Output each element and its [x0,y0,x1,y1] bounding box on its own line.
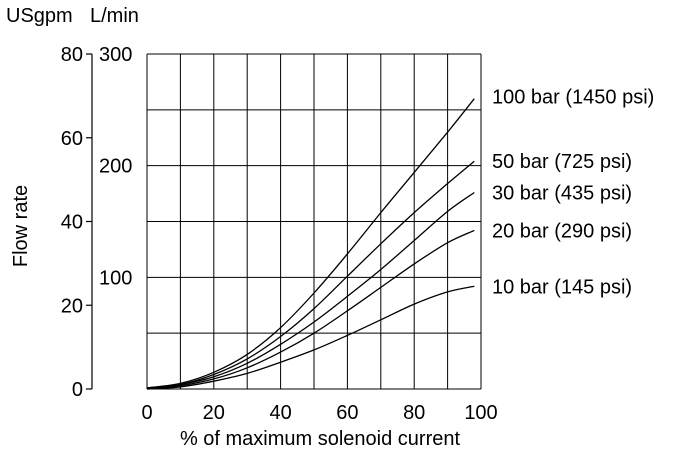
x-tick-label: 20 [203,402,225,424]
grid [146,53,482,390]
x-tick-label: 0 [141,402,152,424]
x-tick-label: 100 [464,402,497,424]
y-unit-usgpm: USgpm [6,5,73,27]
tick-labels: 0 20 40 60 80 100 200 300 0 20 40 60 80 100 [61,44,498,424]
usgpm-tick-label: 20 [61,295,83,317]
y-axis-label: Flow rate [10,185,32,267]
x-tick-label: 60 [336,402,358,424]
series-line [146,191,475,389]
x-tick-label: 40 [269,402,291,424]
series-line [146,285,475,390]
series-line [146,160,475,389]
series-label: 20 bar (290 psi) [492,220,632,242]
axes [86,53,93,390]
curves [146,98,475,390]
lmin-tick-label: 300 [99,44,132,66]
lmin-tick-label: 200 [99,156,132,178]
usgpm-tick-label: 80 [61,44,83,66]
x-tick-label: 80 [403,402,425,424]
usgpm-tick-label: 0 [72,379,83,401]
series-label: 30 bar (435 psi) [492,182,632,204]
usgpm-tick-label: 40 [61,212,83,234]
series-label: 100 bar (1450 psi) [492,87,654,109]
series-line [146,98,475,389]
series-labels: 100 bar (1450 psi) 50 bar (725 psi) 30 bar… [492,87,654,299]
series-label: 50 bar (725 psi) [492,151,632,173]
x-axis-label: % of maximum solenoid current [180,428,461,450]
usgpm-tick-label: 60 [61,128,83,150]
series-label: 10 bar (145 psi) [492,276,632,298]
y-unit-lmin: L/min [90,5,139,27]
lmin-tick-label: 100 [99,267,132,289]
series-line [146,229,475,390]
